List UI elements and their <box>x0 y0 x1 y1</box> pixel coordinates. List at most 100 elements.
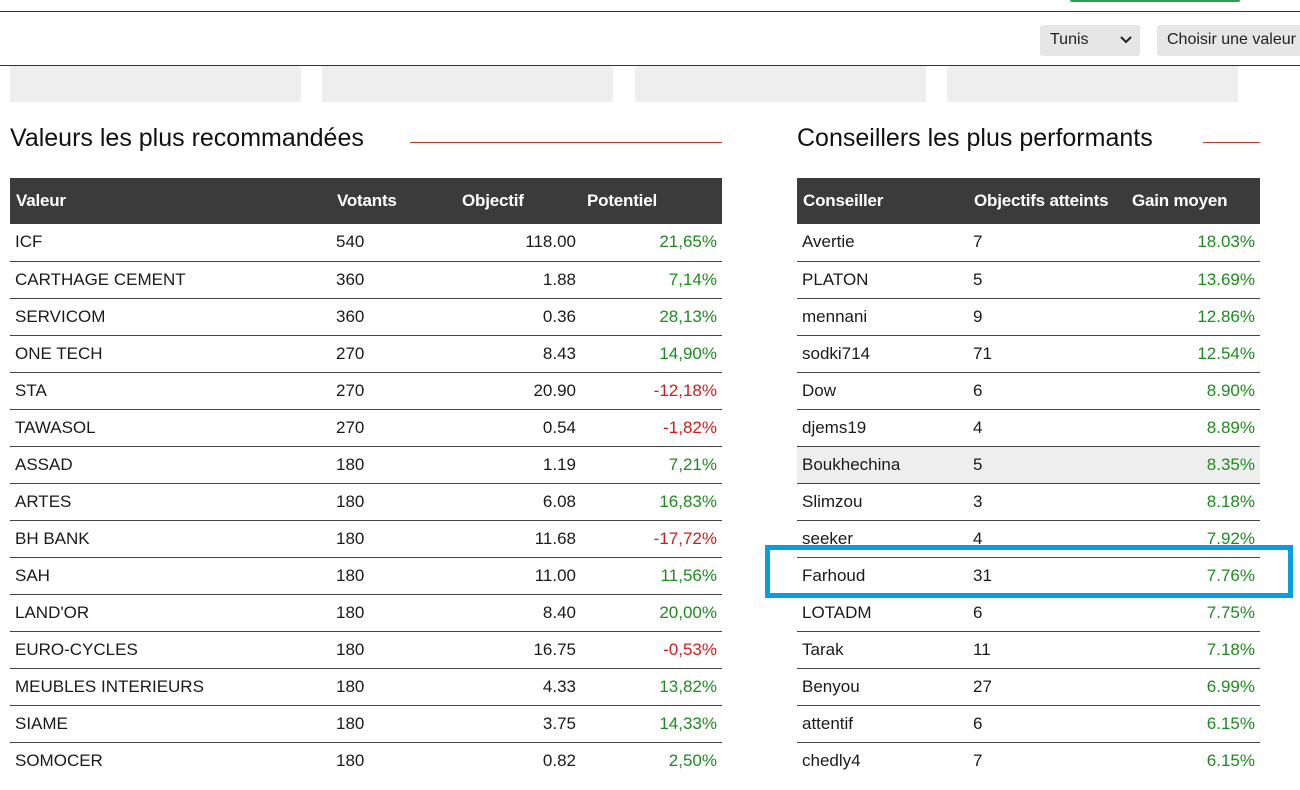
votants-cell: 180 <box>336 602 365 622</box>
objectif-cell: 11.00 <box>534 565 576 585</box>
valeur-link[interactable]: ONE TECH <box>15 343 103 363</box>
table-row[interactable]: EURO-CYCLES 180 16.75 -0,53% <box>10 631 722 668</box>
potentiel-cell: -12,18% <box>653 380 717 400</box>
votants-cell: 180 <box>336 528 365 548</box>
table-row[interactable]: chedly4 7 6.15% <box>797 742 1260 779</box>
objectif-cell: 1.19 <box>542 454 576 474</box>
conseiller-link[interactable]: Benyou <box>802 676 860 696</box>
table-row[interactable]: LOTADM 6 7.75% <box>797 594 1260 631</box>
valeur-link[interactable]: SIAME <box>15 713 68 733</box>
valeur-link[interactable]: CARTHAGE CEMENT <box>15 269 186 289</box>
gain-cell: 7.18% <box>1206 639 1255 659</box>
votants-cell: 360 <box>336 269 365 289</box>
potentiel-cell: 13,82% <box>659 676 717 696</box>
table-row[interactable]: djems19 4 8.89% <box>797 409 1260 446</box>
potentiel-cell: -1,82% <box>663 417 717 437</box>
col-header-votants[interactable]: Votants <box>337 191 397 210</box>
col-header-potentiel[interactable]: Potentiel <box>587 191 657 210</box>
table-row[interactable]: STA 270 20.90 -12,18% <box>10 372 722 409</box>
ad-placeholder-3 <box>635 66 926 102</box>
choose-value-select[interactable]: Choisir une valeur <box>1157 25 1300 56</box>
valeur-link[interactable]: ICF <box>15 232 43 252</box>
ad-placeholder-2 <box>322 66 613 102</box>
table-row[interactable]: Slimzou 3 8.18% <box>797 483 1260 520</box>
valeur-link[interactable]: ARTES <box>15 491 72 511</box>
table-row[interactable]: CARTHAGE CEMENT 360 1.88 7,14% <box>10 261 722 298</box>
table-row[interactable]: Benyou 27 6.99% <box>797 668 1260 705</box>
objectifs-cell: 3 <box>973 491 983 511</box>
objectifs-cell: 5 <box>973 454 983 474</box>
valeur-link[interactable]: SAH <box>15 565 50 585</box>
valeur-link[interactable]: EURO-CYCLES <box>15 639 138 659</box>
table-row[interactable]: SOMOCER 180 0.82 2,50% <box>10 742 722 779</box>
conseiller-link[interactable]: attentif <box>802 713 854 733</box>
market-select-value: Tunis <box>1050 31 1089 48</box>
valeur-link[interactable]: TAWASOL <box>15 417 96 437</box>
valeur-link[interactable]: ASSAD <box>15 454 73 474</box>
gain-cell: 6.15% <box>1206 750 1255 770</box>
valeur-link[interactable]: SERVICOM <box>15 306 106 326</box>
table-row[interactable]: attentif 6 6.15% <box>797 705 1260 742</box>
table-row[interactable]: ARTES 180 6.08 16,83% <box>10 483 722 520</box>
table-row[interactable]: SIAME 180 3.75 14,33% <box>10 705 722 742</box>
gain-cell: 8.89% <box>1206 417 1255 437</box>
gain-cell: 7.76% <box>1206 565 1255 585</box>
table-row[interactable]: Dow 6 8.90% <box>797 372 1260 409</box>
table-row[interactable]: Tarak 11 7.18% <box>797 631 1260 668</box>
votants-cell: 270 <box>336 417 365 437</box>
table-row[interactable]: ONE TECH 270 8.43 14,90% <box>10 335 722 372</box>
advisors-header-row: Conseiller Objectifs atteints Gain moyen <box>797 178 1260 224</box>
potentiel-cell: 14,33% <box>659 713 717 733</box>
chevron-down-icon <box>1120 36 1132 44</box>
valeur-link[interactable]: STA <box>15 380 47 400</box>
objectif-cell: 6.08 <box>542 491 576 511</box>
col-header-gain-moyen[interactable]: Gain moyen <box>1132 191 1228 210</box>
votants-cell: 180 <box>336 750 365 770</box>
objectif-cell: 8.43 <box>542 343 576 363</box>
table-row[interactable]: Avertie 7 18.03% <box>797 224 1260 261</box>
votants-cell: 180 <box>336 676 365 696</box>
table-row[interactable]: SAH 180 11.00 11,56% <box>10 557 722 594</box>
market-select[interactable]: Tunis <box>1040 25 1140 56</box>
table-row[interactable]: BH BANK 180 11.68 -17,72% <box>10 520 722 557</box>
col-header-valeur[interactable]: Valeur <box>16 191 66 210</box>
conseiller-link[interactable]: chedly4 <box>802 750 861 770</box>
col-header-conseiller[interactable]: Conseiller <box>803 191 884 210</box>
conseiller-link[interactable]: seeker <box>802 528 854 548</box>
conseiller-link[interactable]: Dow <box>802 380 837 400</box>
conseiller-link[interactable]: Tarak <box>802 639 844 659</box>
valeur-link[interactable]: SOMOCER <box>15 750 103 770</box>
col-header-objectifs-atteints[interactable]: Objectifs atteints <box>974 191 1109 210</box>
top-divider <box>0 11 1300 12</box>
gain-cell: 6.15% <box>1206 713 1255 733</box>
table-row[interactable]: PLATON 5 13.69% <box>797 261 1260 298</box>
conseiller-link[interactable]: djems19 <box>802 417 867 437</box>
conseiller-link[interactable]: LOTADM <box>802 602 872 622</box>
valeur-link[interactable]: LAND'OR <box>15 602 90 622</box>
table-row[interactable]: LAND'OR 180 8.40 20,00% <box>10 594 722 631</box>
table-row[interactable]: ICF 540 118.00 21,65% <box>10 224 722 261</box>
table-row[interactable]: ASSAD 180 1.19 7,21% <box>10 446 722 483</box>
potentiel-cell: 14,90% <box>659 343 717 363</box>
table-row[interactable]: SERVICOM 360 0.36 28,13% <box>10 298 722 335</box>
table-row[interactable]: MEUBLES INTERIEURS 180 4.33 13,82% <box>10 668 722 705</box>
valeur-link[interactable]: MEUBLES INTERIEURS <box>15 676 204 696</box>
col-header-objectif[interactable]: Objectif <box>462 191 524 210</box>
table-row[interactable]: sodki714 71 12.54% <box>797 335 1260 372</box>
table-row[interactable]: mennani 9 12.86% <box>797 298 1260 335</box>
table-row[interactable]: TAWASOL 270 0.54 -1,82% <box>10 409 722 446</box>
conseiller-link[interactable]: PLATON <box>802 269 869 289</box>
conseiller-link[interactable]: Avertie <box>802 232 855 252</box>
votants-cell: 180 <box>336 565 365 585</box>
recommended-table: Valeur Votants Objectif Potentiel ICF 540… <box>10 178 722 779</box>
conseiller-link[interactable]: Farhoud <box>802 565 866 585</box>
table-row[interactable]: seeker 4 7.92% <box>797 520 1260 557</box>
objectifs-cell: 71 <box>973 343 992 363</box>
valeur-link[interactable]: BH BANK <box>15 528 90 548</box>
conseiller-link[interactable]: Slimzou <box>802 491 863 511</box>
table-row[interactable]: Boukhechina 5 8.35% <box>797 446 1260 483</box>
advisors-table: Conseiller Objectifs atteints Gain moyen… <box>797 178 1260 779</box>
conseiller-link[interactable]: Boukhechina <box>802 454 901 474</box>
conseiller-link[interactable]: sodki714 <box>802 343 871 363</box>
conseiller-link[interactable]: mennani <box>802 306 868 326</box>
